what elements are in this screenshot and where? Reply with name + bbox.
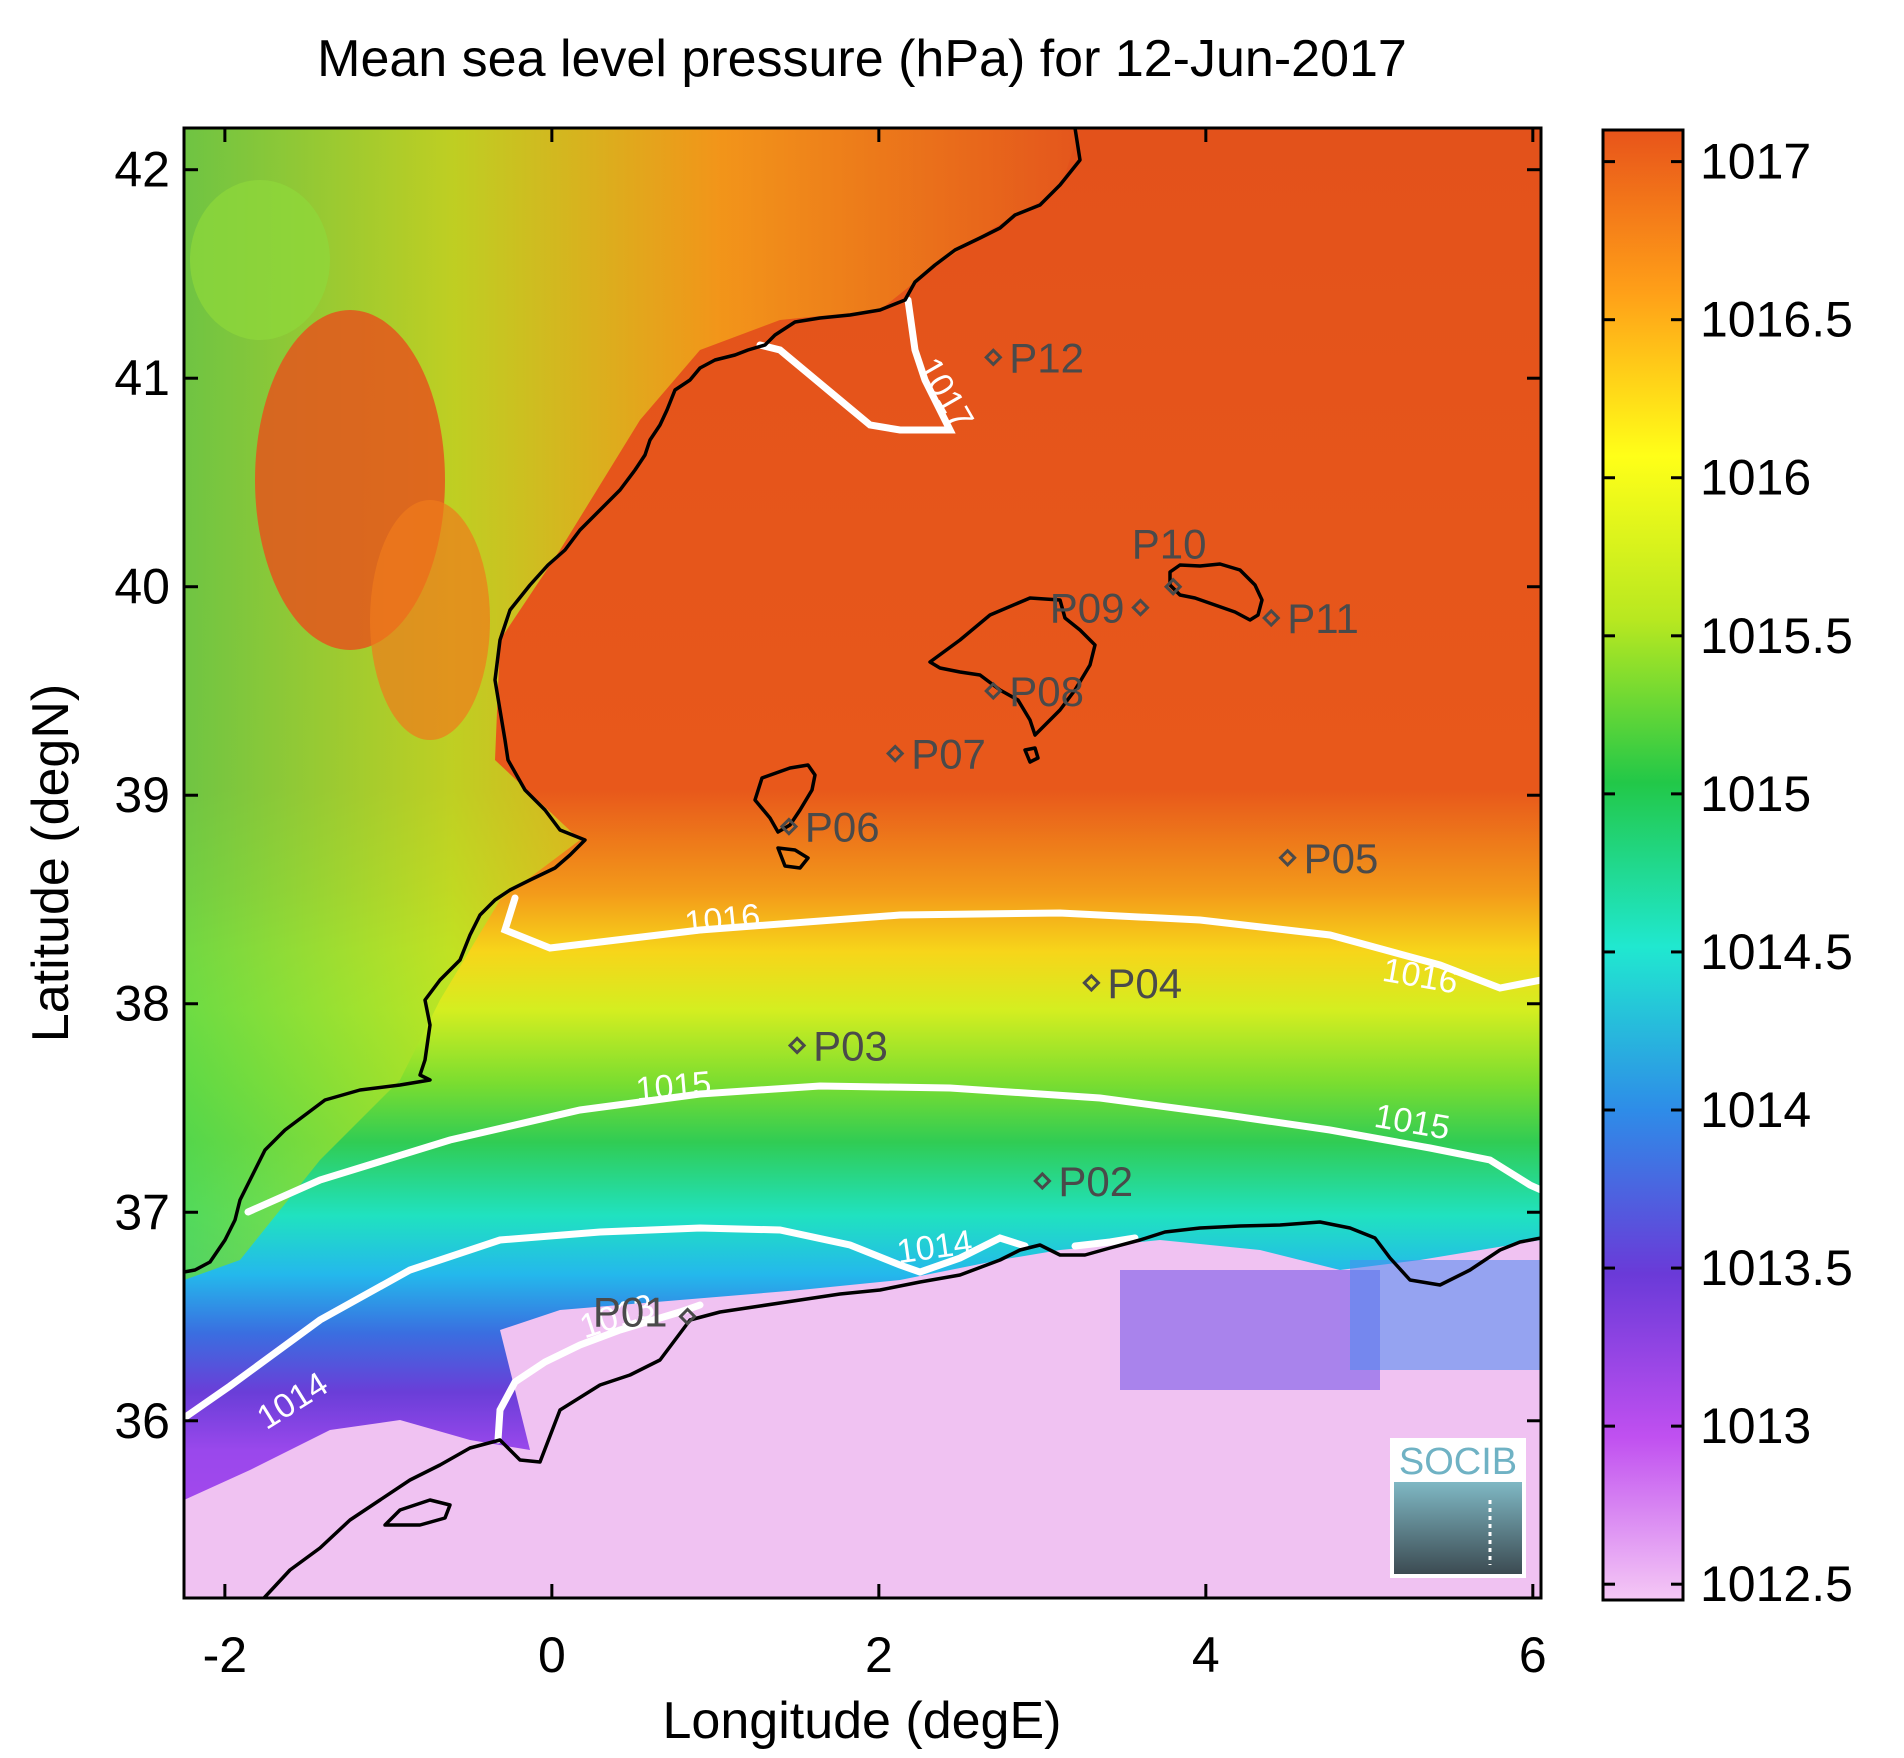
station-marker-icon: [1082, 973, 1101, 993]
x-tick-label: 2: [865, 1627, 893, 1683]
contour-1014-west: [184, 1224, 1029, 1422]
colorbar-tick-label: 1016.5: [1700, 292, 1853, 348]
y-tick-label: 41: [114, 350, 170, 406]
contour-lines: [184, 296, 1541, 1444]
iberian-coastline: [184, 128, 1082, 1274]
plot-frame: [182, 126, 1543, 1600]
station-marker-icon: [1163, 577, 1183, 596]
y-tick-label: 39: [114, 767, 170, 823]
x-axis-ticks: -2 0 2 4 6: [203, 128, 1547, 1683]
station-label: P09: [1050, 585, 1125, 632]
colorbar-tick-label: 1015: [1700, 766, 1811, 822]
colorbar-tick-label: 1013.5: [1700, 1240, 1853, 1296]
colorbar-tick-label: 1017: [1700, 134, 1811, 190]
socib-logo: SOCIB: [1390, 1438, 1526, 1578]
coastlines: [184, 128, 1541, 1598]
station-label: P01: [593, 1289, 668, 1336]
formentera-outline: [776, 846, 810, 870]
contour-1017: [756, 296, 956, 434]
station-p10: P10: [1132, 521, 1207, 596]
colorbar-tick-label: 1014: [1700, 1082, 1811, 1138]
contour-label: 1015: [634, 1064, 713, 1108]
contour-1016: [500, 894, 1541, 992]
colorbar-tick-label: 1014.5: [1700, 924, 1853, 980]
y-tick-label: 36: [114, 1393, 170, 1449]
station-p02: P02: [1033, 1158, 1133, 1205]
station-marker-icon: [886, 744, 905, 763]
station-marker-icon: [1131, 598, 1150, 617]
station-label: P04: [1107, 960, 1182, 1007]
ibiza-outline: [753, 763, 817, 834]
station-label: P12: [1009, 334, 1084, 381]
contour-label: 1016: [683, 897, 762, 943]
pressure-field: [184, 128, 1541, 1598]
colorbar-ticks: 1012.5 1013 1013.5 1014 1014.5 1015 1015.5 1016…: [1603, 134, 1853, 1612]
y-tick-label: 42: [114, 142, 170, 198]
y-tick-label: 37: [114, 1184, 170, 1240]
colorbar-tick-label: 1013: [1700, 1398, 1811, 1454]
y-axis-ticks: 36 37 38 39 40 41 42: [114, 142, 1541, 1449]
station-label: P02: [1058, 1158, 1133, 1205]
station-marker-icon: [984, 348, 1003, 367]
station-p05: P05: [1278, 835, 1379, 882]
x-tick-label: 4: [1192, 1627, 1220, 1683]
colorbar-tick-label: 1015.5: [1700, 608, 1853, 664]
mallorca-outline: [928, 596, 1097, 737]
colorbar-frame: [1601, 128, 1685, 1602]
contour-1014-east: [1071, 1234, 1139, 1250]
y-axis-label: Latitude (degN): [22, 684, 80, 1042]
station-label: P05: [1304, 835, 1379, 882]
x-tick-label: 0: [538, 1627, 566, 1683]
x-tick-label: 6: [1519, 1627, 1547, 1683]
station-marker-icon: [1033, 1171, 1052, 1191]
station-marker-icon: [779, 817, 799, 836]
station-label: P03: [813, 1022, 888, 1069]
station-label: P08: [1009, 668, 1084, 715]
station-p08: P08: [984, 668, 1084, 715]
colorbar-tick-label: 1016: [1700, 450, 1811, 506]
station-marker-icon: [984, 681, 1003, 701]
station-p01: P01: [593, 1289, 697, 1336]
station-marker-icon: [787, 1036, 807, 1055]
x-tick-label: -2: [203, 1627, 247, 1683]
station-p03: P03: [787, 1022, 888, 1069]
station-marker-icon: [678, 1307, 697, 1326]
contour-1015: [244, 1082, 1541, 1216]
african-coastline: [262, 1220, 1541, 1598]
station-p09: P09: [1050, 585, 1150, 632]
station-p07: P07: [886, 731, 986, 778]
logo-text: SOCIB: [1399, 1441, 1517, 1483]
colorbar: [1603, 130, 1683, 1600]
alboran-outline: [383, 1498, 452, 1527]
menorca-outline: [1168, 562, 1264, 622]
station-label: P07: [911, 731, 986, 778]
station-p11: P11: [1262, 595, 1359, 642]
station-marker-icon: [1278, 848, 1297, 867]
contour-1013: [494, 1301, 704, 1444]
station-p12: P12: [984, 334, 1084, 381]
chart-title: Mean sea level pressure (hPa) for 12-Jun…: [317, 30, 1407, 88]
station-p06: P06: [779, 804, 880, 851]
station-marker-icon: [1262, 608, 1281, 628]
y-tick-label: 38: [114, 976, 170, 1032]
x-axis-label: Longitude (degE): [663, 1692, 1062, 1750]
y-tick-label: 40: [114, 559, 170, 615]
station-label: P10: [1132, 521, 1207, 568]
colorbar-tick-label: 1012.5: [1700, 1556, 1853, 1612]
cabrera-outline: [1023, 746, 1040, 764]
station-label: P11: [1287, 595, 1359, 642]
station-label: P06: [805, 804, 880, 851]
station-p04: P04: [1082, 960, 1182, 1007]
